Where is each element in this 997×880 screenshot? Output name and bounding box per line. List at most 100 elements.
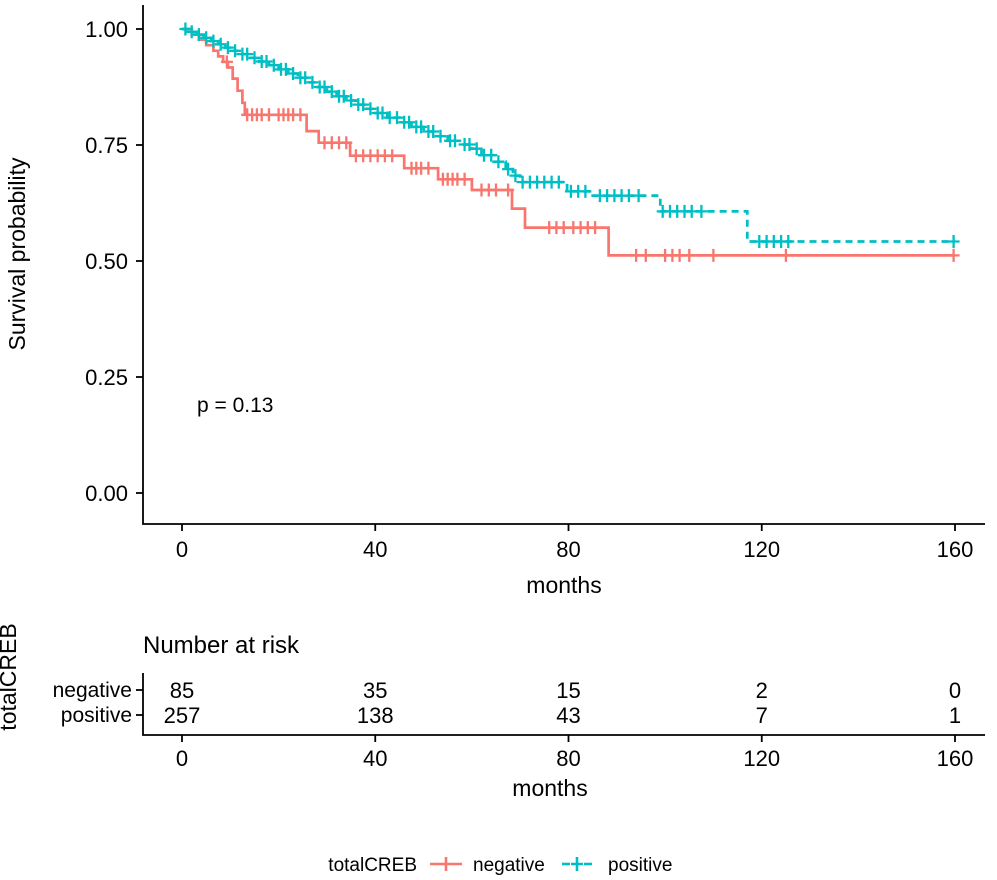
censor-mark [221,41,234,55]
censor-mark [337,89,350,103]
legend-plus-icon [571,857,583,871]
censor-mark [200,31,213,45]
censor-mark [947,235,960,248]
risk-x-tick-label: 40 [363,746,387,771]
censor-mark [241,47,254,61]
risk-count: 257 [164,703,201,728]
censor-mark [306,75,319,89]
risk-count: 85 [170,678,194,703]
legend-items: negative positive [430,855,672,876]
censor-mark [552,175,565,189]
censor-mark [192,28,205,42]
survival-curves [179,22,960,262]
censor-mark [485,148,498,162]
censor-mark [325,85,338,99]
y-axis-ticks: 0.00 0.25 0.50 0.75 1.00 [85,17,143,506]
x-tick-label: 80 [556,537,580,562]
x-tick-label: 120 [743,537,780,562]
y-tick-label: 1.00 [85,17,128,42]
risk-count: 15 [556,678,580,703]
risk-table-axis-lines [142,673,985,736]
risk-count: 43 [556,703,580,728]
risk-count: 0 [949,678,961,703]
legend: totalCREB negative positive [328,855,672,876]
risk-table-rows: negative 85 35 15 2 0 positive 257 138 43 7 1 [53,678,962,728]
legend-item-label: negative [473,855,545,876]
risk-x-tick-label: 0 [176,746,188,771]
x-tick-label: 40 [363,537,387,562]
censor-marks-positive [179,22,960,248]
x-tick-label: 0 [176,537,188,562]
censor-mark [695,204,708,218]
risk-x-axis-title: months [512,775,587,801]
censor-mark [502,183,515,197]
censor-mark [267,58,280,72]
risk-count: 35 [363,678,387,703]
risk-count: 138 [357,703,394,728]
censor-mark [782,235,795,248]
y-tick-label: 0.00 [85,481,128,506]
main-plot-axis-lines [142,5,985,525]
risk-count: 1 [949,703,961,728]
censor-mark [287,67,300,80]
y-axis-title: Survival probability [4,157,30,351]
risk-x-tick-label: 120 [743,746,780,771]
risk-x-axis-ticks: 0 40 80 120 160 [176,735,973,771]
x-axis-ticks: 0 40 80 120 160 [176,524,973,562]
censor-mark [229,44,242,58]
legend-item-positive [562,857,592,871]
censor-mark [318,80,331,94]
censor-mark [947,248,960,262]
legend-title: totalCREB [328,855,417,876]
censor-mark [391,111,403,125]
y-tick-label: 0.75 [85,133,128,158]
censor-mark [509,169,522,183]
censor-mark [386,149,399,163]
risk-row-label-negative: negative [53,679,132,702]
censor-mark [589,221,602,235]
censor-mark [579,184,592,198]
x-tick-label: 160 [937,537,974,562]
risk-group-axis-title: totalCREB [0,623,21,730]
p-value-label: p = 0.13 [197,394,273,417]
censor-mark [260,55,273,68]
censor-mark [427,125,440,138]
censor-mark [248,51,261,65]
risk-count: 7 [756,703,768,728]
censor-mark [463,138,476,151]
censor-mark [357,98,370,112]
censor-mark [364,102,377,116]
risk-x-tick-label: 160 [937,746,974,771]
censor-mark [683,248,696,262]
censor-mark [299,71,312,85]
legend-item-negative [430,857,462,871]
censor-mark [207,34,220,48]
censor-mark [376,106,389,120]
censor-mark [403,115,416,129]
censor-mark [470,142,483,156]
censor-mark [458,172,471,186]
risk-row-label-positive: positive [61,704,132,727]
censor-marks-negative [220,55,960,262]
censor-mark [490,183,502,197]
y-tick-label: 0.50 [85,249,128,274]
curve-line-negative [182,27,954,257]
censor-mark [632,189,645,203]
censor-mark [502,162,515,176]
censor-mark [345,94,358,107]
survival-curve-negative [182,27,960,262]
censor-mark [492,155,505,169]
curve-line-positive [182,27,955,243]
censor-mark [185,25,198,39]
survival-curve-positive [179,22,960,248]
censor-mark [214,37,227,51]
censor-mark [179,22,192,36]
legend-item-label: positive [608,855,672,876]
censor-mark [415,120,428,134]
censor-mark [422,161,435,175]
censor-mark [220,55,233,69]
censor-mark [279,62,292,76]
censor-mark [294,108,307,122]
